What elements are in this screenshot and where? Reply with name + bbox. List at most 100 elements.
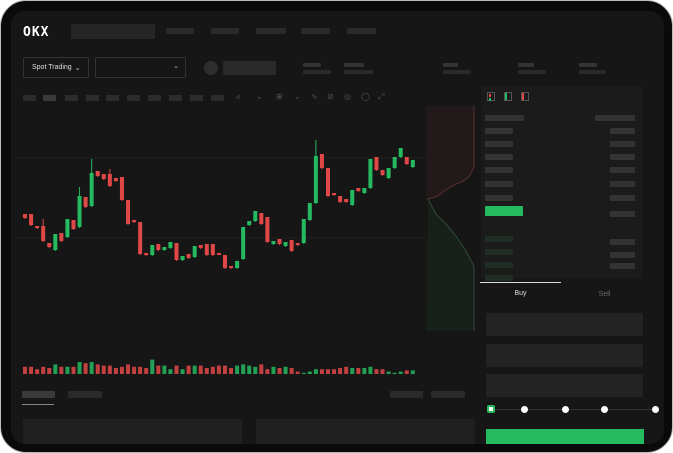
candle [319, 154, 324, 168]
volume-bar [95, 364, 100, 374]
price-input[interactable] [486, 313, 643, 336]
volume-bar [247, 365, 252, 374]
tab-open-orders[interactable] [22, 391, 55, 398]
chart-type-icon[interactable]: ⌄ [256, 92, 263, 101]
tab-buy[interactable]: Buy [514, 290, 527, 297]
draw-icon[interactable]: ⊘ [327, 92, 334, 101]
volume-bar [119, 366, 124, 374]
volume-bar [192, 365, 197, 374]
volume-bar [144, 368, 149, 374]
trading-screen: OKX Spot Trading ⌄ ⌄ ⩘ ⌄ ⊞ ⌄ ∿ ⊘ ◎ ◯ ⤢ Buy Sell [11, 11, 664, 444]
volume-bar [222, 365, 227, 374]
slider-handle[interactable] [487, 405, 495, 413]
slider-step-50[interactable] [562, 406, 569, 413]
ask-size [610, 181, 635, 187]
volume-bar [386, 371, 391, 374]
search-bar[interactable] [71, 24, 155, 39]
pair-select[interactable]: ⌄ [95, 57, 186, 78]
nav-item[interactable] [211, 28, 239, 34]
candle [107, 174, 112, 186]
candlestick-chart[interactable] [11, 106, 431, 376]
volume-bar [204, 368, 209, 374]
candle [41, 226, 46, 241]
volume-bar [77, 362, 82, 374]
candle [47, 243, 52, 247]
volume-bar [350, 368, 355, 374]
timeframe-button[interactable] [43, 95, 56, 101]
timeframe-button[interactable] [190, 95, 203, 101]
book-header [485, 115, 524, 121]
volume-bar [71, 366, 76, 374]
total-input[interactable] [486, 374, 643, 397]
volume-bar [132, 366, 137, 374]
filter-button[interactable] [431, 391, 465, 398]
nav-item[interactable] [166, 28, 194, 34]
nav-item[interactable] [301, 28, 330, 34]
buy-button[interactable] [486, 429, 644, 444]
candle [283, 242, 288, 246]
candle [156, 244, 161, 250]
candle [410, 160, 415, 167]
book-bids-icon[interactable] [504, 92, 512, 101]
dropdown-icon[interactable]: ⌄ [294, 92, 301, 101]
candle [247, 221, 252, 225]
indicator-icon[interactable]: ⩘ [235, 92, 240, 101]
target-icon[interactable]: ◎ [344, 92, 351, 101]
stat-label [518, 63, 534, 67]
line-tool-icon[interactable]: ∿ [311, 92, 318, 101]
ask-price [485, 128, 513, 134]
timeframe-button[interactable] [148, 95, 161, 101]
volume-bar [277, 368, 282, 374]
chevron-down-icon: ⌄ [74, 64, 81, 72]
slider-step-25[interactable] [521, 406, 528, 413]
ask-size [610, 195, 635, 201]
nav-item[interactable] [256, 28, 286, 34]
candle [126, 200, 131, 224]
volume-bar [210, 366, 215, 374]
book-both-icon[interactable] [487, 92, 495, 101]
layout-icon[interactable]: ⊞ [276, 92, 283, 101]
candle [162, 247, 167, 250]
book-asks-icon[interactable] [521, 92, 529, 101]
slider-step-75[interactable] [601, 406, 608, 413]
candle [101, 174, 106, 179]
amount-input[interactable] [486, 344, 643, 367]
candle [313, 156, 318, 203]
circle-icon[interactable]: ◯ [361, 92, 370, 101]
timeframe-button[interactable] [106, 95, 119, 101]
dropdown-label: Spot Trading [32, 64, 72, 71]
volume-bar [289, 368, 294, 374]
volume-bar [392, 372, 397, 374]
volume-bar [198, 365, 203, 374]
nav-item[interactable] [347, 28, 376, 34]
volume-bar [374, 369, 379, 374]
volume-bar [380, 369, 385, 374]
timeframe-button[interactable] [86, 95, 99, 101]
candle [253, 211, 258, 221]
timeframe-button[interactable] [211, 95, 224, 101]
ask-price [485, 181, 513, 187]
slider-step-100[interactable] [652, 406, 659, 413]
tab-sell[interactable]: Sell [598, 291, 611, 298]
spot-trading-dropdown[interactable]: Spot Trading ⌄ [23, 57, 89, 78]
candle [344, 199, 349, 202]
stat-value [344, 70, 373, 74]
bid-size [610, 252, 635, 258]
volume-bar [29, 366, 34, 374]
stat-value [303, 70, 331, 74]
fullscreen-icon[interactable]: ⤢ [378, 92, 385, 101]
ask-price [485, 141, 513, 147]
timeframe-button[interactable] [127, 95, 140, 101]
volume-bar [326, 369, 330, 374]
amount-slider[interactable] [491, 409, 657, 410]
volume-bar [53, 364, 58, 374]
volume-bar [241, 364, 246, 374]
timeframe-button[interactable] [169, 95, 182, 101]
tab-history[interactable] [68, 391, 102, 398]
filter-button[interactable] [390, 391, 423, 398]
timeframe-button[interactable] [65, 95, 78, 101]
timeframe-button[interactable] [23, 95, 36, 101]
candle [198, 245, 203, 248]
ask-price [485, 195, 513, 201]
